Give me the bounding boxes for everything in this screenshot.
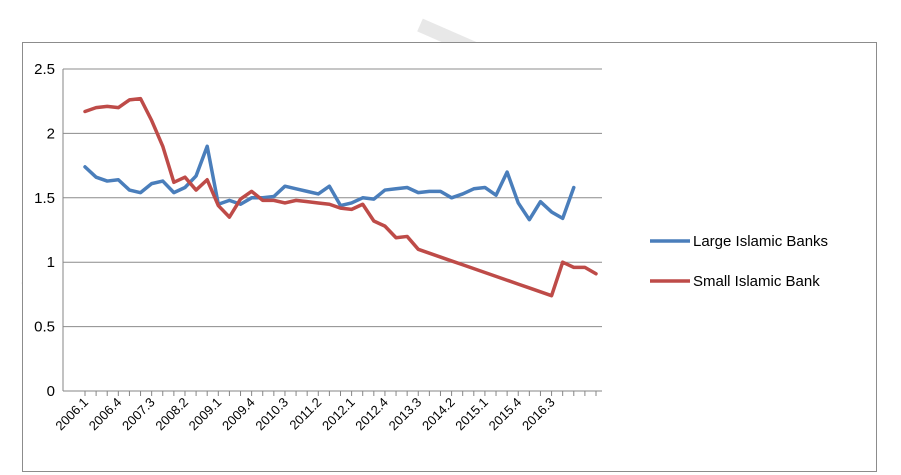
x-tick-label: 2008.2	[152, 395, 191, 434]
x-tick-label: 2013.3	[386, 395, 425, 434]
x-tick-label: 2009.4	[219, 395, 258, 434]
x-tick-label: 2016.3	[519, 395, 558, 434]
x-tick-label: 2012.1	[319, 395, 358, 434]
x-tick-label: 2009.1	[186, 395, 225, 434]
x-tick-label: 2015.4	[486, 395, 525, 434]
line-chart: 00.511.522.5 2006.12006.42007.32008.2200…	[34, 61, 828, 434]
x-tick-label: 2006.1	[52, 395, 91, 434]
legend-label: Small Islamic Bank	[693, 273, 820, 290]
series-line-large-islamic-banks	[83, 144, 576, 222]
y-tick-label: 2.5	[34, 61, 55, 78]
x-tick-label: 2015.1	[452, 395, 491, 434]
x-tick-label: 2014.2	[419, 395, 458, 434]
legend-label: Large Islamic Banks	[693, 233, 828, 250]
x-tick-label: 2007.3	[119, 395, 158, 434]
y-tick-label: 0.5	[34, 319, 55, 336]
y-tick-label: 0	[47, 383, 55, 400]
x-tick-label: 2006.4	[86, 395, 125, 434]
y-tick-label: 1	[47, 254, 55, 271]
x-tick-label: 2010.3	[252, 395, 291, 434]
y-tick-label: 1.5	[34, 190, 55, 207]
x-tick-label: 2011.2	[286, 395, 324, 433]
x-tick-label: 2012.4	[352, 395, 391, 434]
series-line-small-islamic-bank	[83, 96, 598, 298]
y-tick-label: 2	[47, 125, 55, 142]
chart-frame: 0 0.5 1 1.5 2 2.5 2006.1 2006.4 2007.3 2008.2 200…	[22, 42, 877, 472]
